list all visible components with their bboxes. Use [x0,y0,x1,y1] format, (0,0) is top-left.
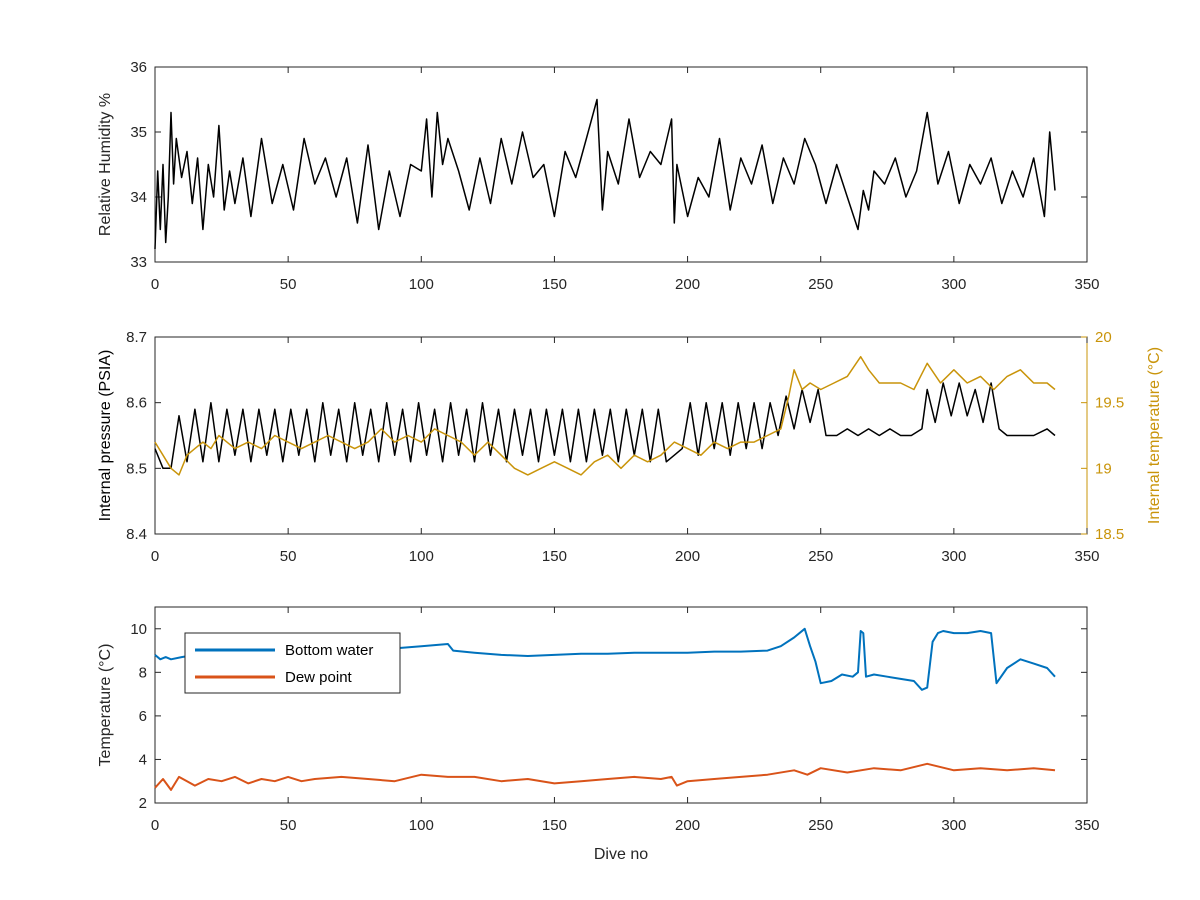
y-axis-label: Relative Humidity % [97,93,114,236]
x-tick-label: 0 [151,548,159,565]
x-tick-label: 200 [675,548,700,565]
pressure-temperature-panel: 0 50 100 150 200 250 300 350 8.4 8.5 8.6 8.7 18.5 19 1… [97,329,1163,565]
x-tick-label: 150 [542,276,567,293]
y2-tick-label: 19 [1095,460,1112,477]
y-tick-label: 8.6 [126,395,147,412]
legend: Bottom water Dew point [184,632,401,694]
y-tick-label: 36 [130,59,147,76]
y-tick-label: 10 [130,621,147,638]
y-tick-label: 6 [139,708,147,725]
x-tick-label: 200 [675,276,700,293]
x-tick-label: 350 [1074,817,1099,834]
y-tick-label: 35 [130,124,147,141]
y-tick-label: 8.7 [126,329,147,346]
series-line-0 [154,382,1056,470]
x-tick-label: 350 [1074,548,1099,565]
x-tick-label: 100 [409,276,434,293]
y-tick-label: 8.5 [126,460,147,477]
x-tick-label: 150 [542,548,567,565]
x-tick-label: 0 [151,276,159,293]
humidity-panel: 0 50 100 150 200 250 300 350 33 34 35 36 Relative Hu… [97,59,1100,293]
series-line-1 [154,355,1056,476]
x-axis-label: Dive no [594,846,648,863]
x-tick-label: 300 [941,817,966,834]
y-axis-label: Temperature (°C) [97,644,114,767]
y-tick-label: 4 [139,751,147,768]
x-tick-label: 250 [808,276,833,293]
y2-tick-label: 20 [1095,329,1112,346]
x-tick-label: 300 [941,276,966,293]
series-line-dew-point [154,762,1056,791]
x-tick-label: 200 [675,817,700,834]
y-tick-label: 8.4 [126,526,147,543]
x-tick-label: 350 [1074,276,1099,293]
y2-tick-label: 18.5 [1095,526,1124,543]
x-tick-label: 250 [808,548,833,565]
x-tick-label: 300 [941,548,966,565]
y2-tick-label: 19.5 [1095,395,1124,412]
y-tick-label: 8 [139,664,147,681]
x-tick-label: 100 [409,548,434,565]
temperature-panel: 0 50 100 150 200 250 300 350 2 4 6 8 10 Temperature (… [97,606,1100,863]
series-line-0 [154,98,1056,250]
x-tick-label: 150 [542,817,567,834]
y2-axis-label: Internal temperature (°C) [1146,347,1163,524]
y-tick-label: 33 [130,254,147,271]
legend-label: Dew point [285,669,353,686]
legend-box [184,632,401,694]
y-axis-label: Internal pressure (PSIA) [97,350,114,522]
legend-label: Bottom water [285,642,373,659]
x-tick-label: 100 [409,817,434,834]
y-tick-label: 2 [139,795,147,812]
x-tick-label: 50 [280,548,297,565]
x-tick-label: 50 [280,817,297,834]
x-tick-label: 0 [151,817,159,834]
y-tick-label: 34 [130,189,147,206]
x-tick-label: 50 [280,276,297,293]
x-tick-label: 250 [808,817,833,834]
